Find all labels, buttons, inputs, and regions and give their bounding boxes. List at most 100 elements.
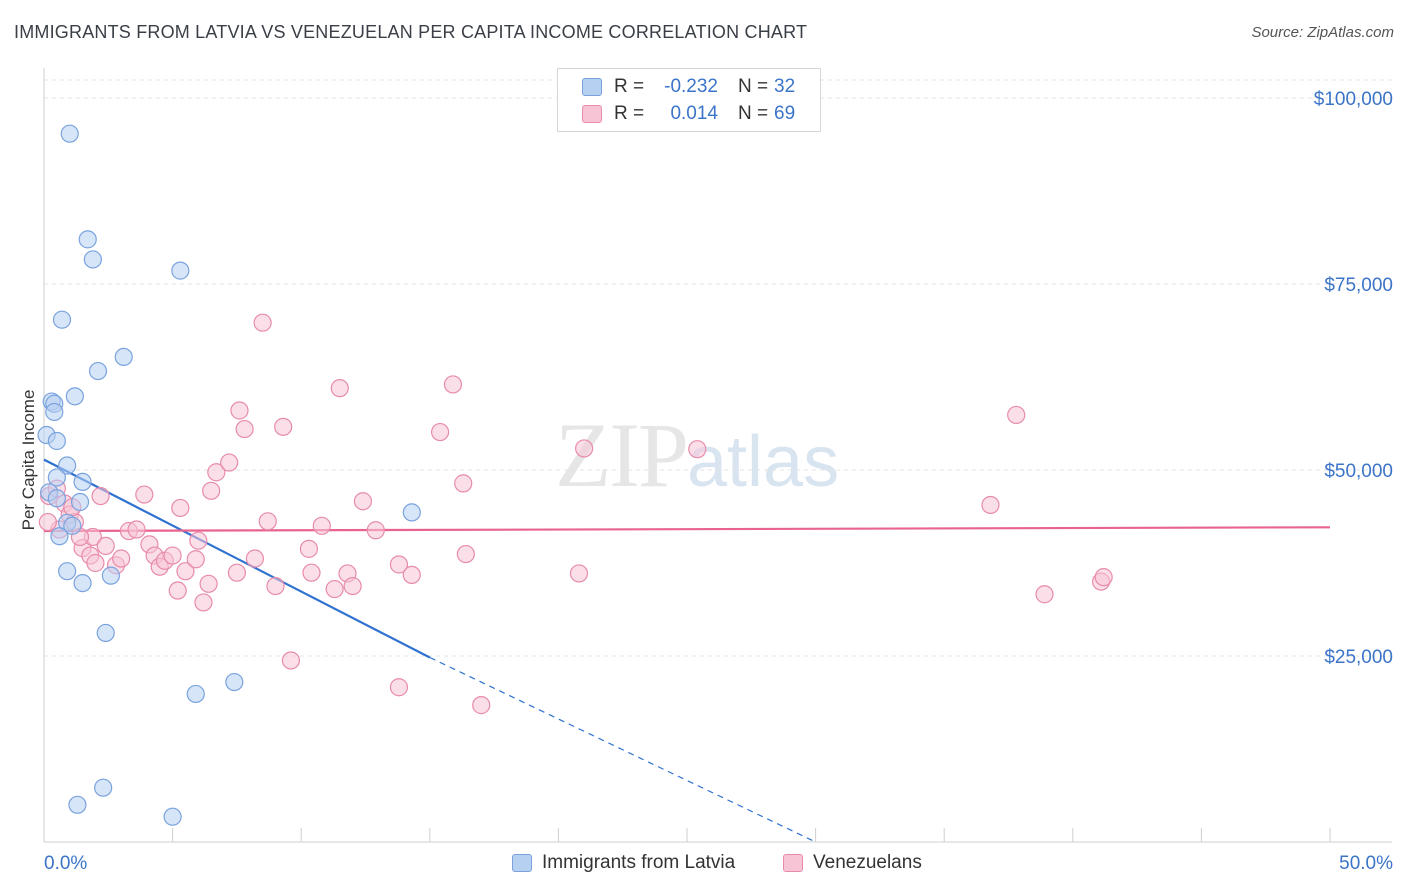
venezuelan-point [96, 536, 115, 555]
venezuelan-point [127, 520, 146, 539]
axes [43, 68, 1392, 843]
venezuelan-point [266, 576, 285, 596]
venezuelan-point [312, 516, 331, 535]
gridlines [44, 79, 1392, 657]
latvia-point [225, 672, 244, 692]
latvia-point [60, 124, 79, 143]
venezuelan-point [343, 576, 362, 596]
venezuelan-point [274, 417, 293, 436]
r-label: R = [614, 76, 645, 97]
legend-item-venezuelans: Venezuelans [783, 852, 922, 874]
n-label: N = [738, 76, 769, 97]
venezuelan-trend-line [43, 526, 1331, 533]
latvia-point [50, 527, 69, 546]
n-label: N = [738, 103, 769, 124]
venezuelan-point [235, 419, 254, 439]
latvia-point [47, 489, 66, 508]
latvia-point [402, 503, 421, 522]
chart-title: IMMIGRANTS FROM LATVIA VS VENEZUELAN PER… [14, 22, 808, 42]
latvia-point [65, 387, 84, 406]
latvia-swatch [582, 78, 602, 96]
venezuelan-point [330, 379, 349, 398]
venezuelan-point [199, 574, 218, 593]
source-credit: Source: ZipAtlas.com [1251, 24, 1394, 41]
n-value: 32 [774, 76, 796, 97]
venezuelan-point [981, 495, 1000, 515]
latvia-point [171, 261, 190, 280]
latvia-point [88, 361, 108, 381]
latvia-trend-extension [429, 656, 816, 843]
latvia-point [63, 516, 82, 535]
r-value: 0.014 [670, 103, 718, 124]
venezuelan-point [189, 531, 208, 550]
venezuelan-point [163, 546, 182, 565]
venezuelan-point [1007, 405, 1026, 425]
venezuelan-point [230, 401, 249, 420]
venezuelan-point [253, 313, 272, 332]
trend-lines [43, 458, 1331, 843]
watermark: ZIPatlas [555, 402, 839, 508]
venezuelan-point [194, 593, 213, 612]
latvia-point [70, 492, 90, 512]
venezuelan-point [227, 563, 246, 582]
venezuelan-point [402, 565, 421, 585]
x-tick-label-min: 0.0% [44, 853, 87, 874]
latvia-point [186, 684, 205, 704]
latvia-point [83, 250, 102, 269]
venezuelan-point [171, 498, 190, 518]
venezuelan-point [325, 579, 344, 599]
latvia-point [47, 468, 66, 487]
legend-item-latvia: Immigrants from Latvia [512, 852, 735, 874]
venezuelan-point [258, 512, 277, 531]
y-tick-label: $100,000 [1314, 89, 1393, 110]
venezuelan-point [366, 521, 385, 540]
r-value: -0.232 [664, 76, 718, 97]
r-label: R = [614, 103, 645, 124]
tick-labels: $100,000 $75,000 $50,000 $25,000 0.0% 50.0% [44, 89, 1393, 874]
latvia-point [58, 456, 77, 475]
venezuelans-swatch [582, 105, 602, 123]
venezuelan-point [186, 550, 205, 569]
latvia-point [96, 623, 115, 643]
venezuelan-point [38, 512, 57, 532]
venezuelan-point [302, 563, 321, 582]
latvia-point [58, 562, 77, 581]
venezuelan-point [569, 564, 589, 583]
y-tick-label: $50,000 [1324, 461, 1393, 482]
venezuelan-point [202, 481, 221, 500]
venezuelan-point [688, 440, 707, 459]
venezuelan-point [91, 486, 110, 506]
latvia-legend-swatch [512, 854, 532, 872]
y-tick-label: $75,000 [1324, 275, 1393, 296]
data-points [37, 124, 1113, 826]
latvia-point [163, 807, 182, 826]
venezuelan-point [430, 422, 450, 442]
venezuelan-point [389, 555, 409, 574]
venezuelan-point [1094, 568, 1113, 587]
latvia-point [68, 795, 87, 814]
venezuelan-point [472, 696, 491, 715]
venezuelan-point [443, 375, 463, 394]
watermark-zip: ZIP [555, 404, 689, 506]
latvia-point [101, 566, 120, 585]
latvia-point [52, 310, 72, 329]
venezuelan-point [389, 678, 409, 697]
venezuelans-legend-swatch [783, 854, 803, 872]
latvia-point [73, 573, 92, 593]
y-axis-label: Per Capita Income [19, 390, 38, 531]
venezuelan-point [245, 549, 265, 568]
latvia-point [47, 431, 66, 451]
venezuelan-point [575, 439, 594, 458]
venezuelan-point [454, 474, 473, 493]
x-tick-label-max: 50.0% [1339, 853, 1393, 874]
venezuelan-point [176, 562, 195, 581]
series-legend: Immigrants from Latvia Venezuelans [0, 852, 1406, 878]
legend-label-latvia: Immigrants from Latvia [542, 852, 736, 873]
venezuelan-point [456, 544, 475, 564]
venezuelan-point [220, 453, 239, 472]
venezuelan-point [299, 539, 319, 558]
stats-legend: R = -0.232 N = 32 R = 0.014 N = 69 [557, 68, 821, 132]
venezuelan-point [207, 463, 226, 482]
latvia-point [73, 472, 92, 492]
